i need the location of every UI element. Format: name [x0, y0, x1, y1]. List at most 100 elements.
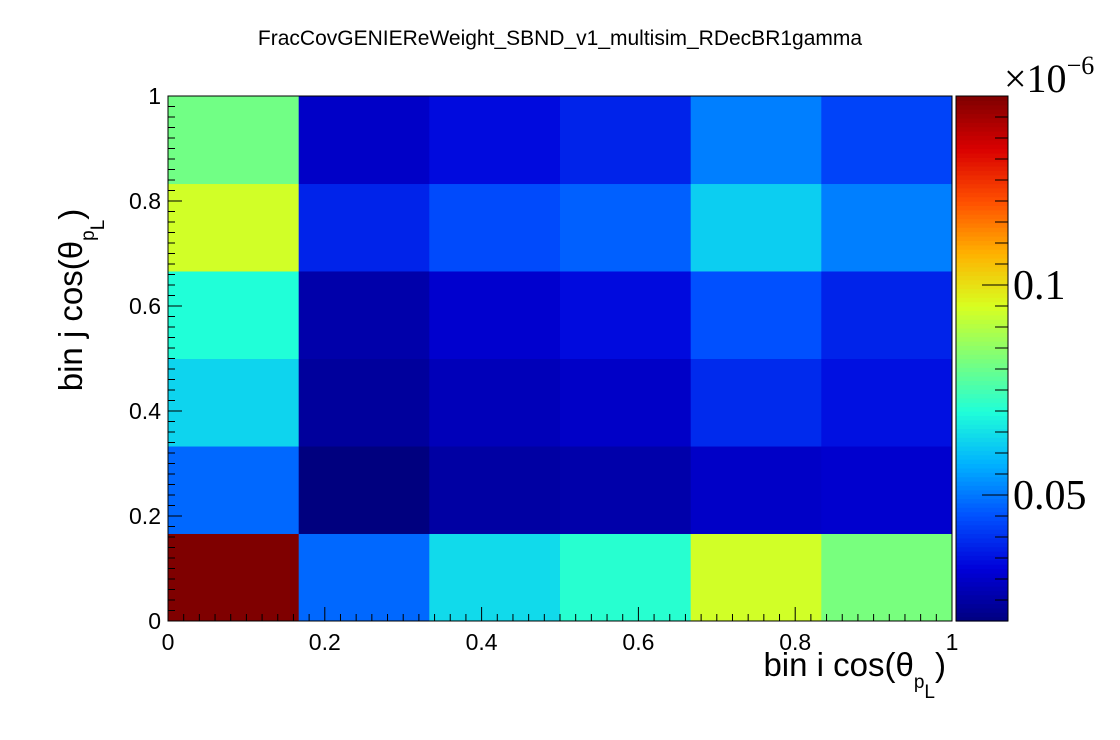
color-scale-band	[956, 616, 1008, 622]
color-scale-band	[956, 389, 1008, 395]
heatmap-cell	[690, 183, 822, 272]
color-scale-band	[956, 187, 1008, 193]
color-scale-band	[956, 174, 1008, 180]
color-scale-band	[956, 323, 1008, 329]
color-scale-exponent: ×10−6	[1004, 51, 1094, 101]
z-tick-label: 0.05	[1013, 473, 1087, 519]
y-tick-label: 0.6	[129, 293, 161, 319]
color-scale-band	[956, 104, 1008, 110]
color-scale-band	[956, 358, 1008, 364]
heatmap-cell	[690, 270, 822, 359]
color-scale-band	[956, 419, 1008, 425]
color-scale-band	[956, 131, 1008, 136]
color-scale-band	[956, 345, 1008, 351]
color-scale-band	[956, 485, 1008, 491]
y-axis-label: bin j cos(θpL)	[52, 209, 109, 392]
heatmap-cell	[429, 358, 561, 447]
color-scale-band	[956, 476, 1008, 482]
color-scale-band	[956, 507, 1008, 513]
color-scale-band	[956, 380, 1008, 386]
color-scale-band	[956, 266, 1008, 272]
heatmap-cell	[298, 446, 430, 534]
y-axis-label-group: bin j cos(θpL)	[52, 209, 109, 392]
color-scale-band	[956, 542, 1008, 548]
color-scale-band	[956, 183, 1008, 189]
color-scale-band	[956, 96, 1008, 101]
color-scale-band	[956, 529, 1008, 535]
color-scale-band	[956, 537, 1008, 543]
heatmap-cell	[560, 446, 692, 534]
color-scale-band	[956, 179, 1008, 185]
heatmap-cell	[560, 183, 692, 272]
color-scale-band	[956, 148, 1008, 154]
color-scale-band	[956, 117, 1008, 123]
heatmap-cell	[298, 533, 430, 622]
chart-title: FracCovGENIEReWeight_SBND_v1_multisim_RD…	[258, 27, 862, 50]
color-scale-band	[956, 467, 1008, 473]
color-scale-band	[956, 279, 1008, 285]
color-scale-band	[956, 424, 1008, 430]
color-scale-band	[956, 166, 1008, 171]
x-axis-label: bin i cos(θpL)	[763, 646, 946, 703]
color-scale-band	[956, 157, 1008, 163]
heatmap-cell	[168, 533, 300, 622]
color-scale-frame	[955, 95, 1009, 622]
color-scale-band	[956, 397, 1008, 403]
heatmap-cell	[560, 358, 692, 447]
color-scale-band	[956, 288, 1008, 294]
color-scale-band	[956, 489, 1008, 495]
color-scale-band	[956, 218, 1008, 224]
color-scale-band	[956, 428, 1008, 434]
color-scale-band	[956, 367, 1008, 373]
color-scale-band	[956, 393, 1008, 399]
color-scale-band	[956, 126, 1008, 132]
color-scale-band	[956, 384, 1008, 390]
color-scale-band	[956, 607, 1008, 613]
color-scale-band	[956, 314, 1008, 320]
color-scale-band	[956, 100, 1008, 106]
color-scale-band	[956, 612, 1008, 618]
heatmap-cell	[168, 96, 300, 185]
color-scale-band	[956, 362, 1008, 368]
color-scale-band	[956, 586, 1008, 591]
color-scale-band	[956, 594, 1008, 600]
heatmap-cell	[821, 270, 953, 359]
heatmap-cell	[298, 183, 430, 272]
color-scale-band	[956, 257, 1008, 263]
color-scale-band	[956, 459, 1008, 465]
heatmap-cell	[168, 446, 300, 534]
color-scale-band	[956, 572, 1008, 578]
color-scale-band	[956, 551, 1008, 556]
heatmap-cell	[821, 183, 953, 272]
color-scale-band	[956, 555, 1008, 561]
heatmap-cell	[429, 270, 561, 359]
heatmap-cell	[560, 96, 692, 185]
y-tick-label: 1	[148, 83, 161, 109]
y-tick-label: 0.2	[129, 503, 161, 529]
color-scale-band	[956, 463, 1008, 469]
color-scale-band	[956, 564, 1008, 570]
x-tick-label: 1	[946, 629, 959, 655]
color-scale-band	[956, 152, 1008, 158]
color-scale-band	[956, 262, 1008, 268]
color-scale-band	[956, 231, 1008, 237]
color-scale-band	[956, 450, 1008, 456]
color-scale-band	[956, 244, 1008, 250]
color-scale-band	[956, 227, 1008, 233]
color-scale-band	[956, 144, 1008, 150]
heatmap-cell	[690, 446, 822, 534]
heatmap-cell	[429, 96, 561, 185]
color-scale-band	[956, 371, 1008, 377]
color-scale-band	[956, 222, 1008, 228]
color-scale-band	[956, 301, 1008, 307]
y-tick-label: 0	[148, 608, 161, 634]
color-scale-band	[956, 292, 1008, 298]
heatmap-cell	[429, 183, 561, 272]
color-scale-band	[956, 533, 1008, 539]
color-scale-band	[956, 205, 1008, 211]
x-tick-label: 0	[162, 629, 175, 655]
heatmap-cell	[690, 358, 822, 447]
color-scale-band	[956, 481, 1008, 486]
color-scale-band	[956, 284, 1008, 290]
